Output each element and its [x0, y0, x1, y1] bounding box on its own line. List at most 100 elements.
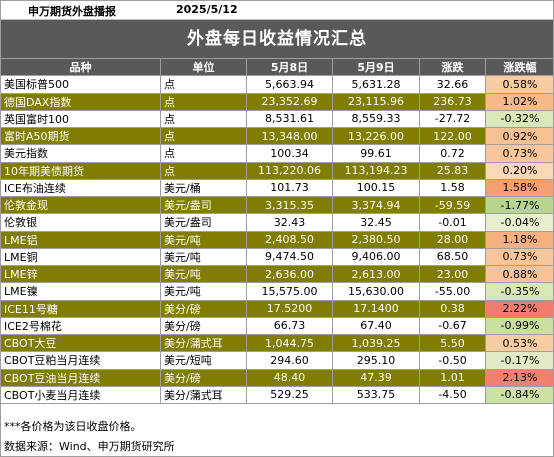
- change-pct-cell: 0.73%: [485, 144, 554, 163]
- may8-close-cell: 2,636.00: [246, 264, 333, 284]
- unit-cell: 美元/吨: [160, 264, 247, 284]
- may9-close-cell: 100.15: [332, 178, 420, 198]
- product-name-cell: 10年期美债期货: [0, 161, 161, 180]
- change-pct-cell: 1.58%: [485, 178, 554, 198]
- product-name-cell: ICE11号糖: [0, 299, 161, 318]
- may8-close-cell: 9,474.50: [246, 247, 333, 267]
- table-row: LME铜 美元/吨 9,474.50 9,406.00 68.50 0.73%: [0, 247, 554, 267]
- column-header-may9: 5月9日: [332, 57, 420, 77]
- change-pct-cell: 2.13%: [485, 368, 554, 387]
- change-pct-cell: 1.02%: [485, 92, 554, 111]
- change-cell: 0.72: [419, 144, 486, 163]
- product-name-cell: 富时A50期货: [0, 126, 161, 146]
- table-header-row: 品种 单位 5月8日 5月9日 涨跌 涨跌幅: [0, 57, 554, 77]
- may8-close-cell: 3,315.35: [246, 195, 333, 215]
- product-name-cell: LME铝: [0, 230, 161, 249]
- change-pct-cell: -0.04%: [485, 213, 554, 232]
- table-row: 美元指数点 100.34 99.61 0.72 0.73%: [0, 144, 554, 163]
- product-name-cell: LME铜: [0, 247, 161, 267]
- table-row: 美国标普500 点 5,663.94 5,631.28 32.66 0.58%: [0, 75, 554, 94]
- change-cell: 28.00: [419, 230, 486, 249]
- unit-cell: 点: [160, 92, 247, 111]
- table-row: 德国DAX指数点 23,352.69 23,115.96 236.73 1.02%: [0, 92, 554, 111]
- change-cell: -0.50: [419, 351, 486, 370]
- org-name: 申万期货外盘播报: [28, 5, 116, 18]
- unit-cell: 美元/桶: [160, 178, 247, 198]
- unit-cell: 点: [160, 75, 247, 94]
- change-pct-cell: -0.84%: [485, 385, 554, 405]
- may9-close-cell: 2,613.00: [332, 264, 420, 284]
- may9-close-cell: 99.61: [332, 144, 420, 163]
- may9-close-cell: 1,039.25: [332, 333, 420, 353]
- may9-close-cell: 533.75: [332, 385, 420, 405]
- may9-close-cell: 295.10: [332, 351, 420, 370]
- change-cell: 23.00: [419, 264, 486, 284]
- change-pct-cell: -0.35%: [485, 282, 554, 301]
- product-name-cell: 伦敦金现: [0, 195, 161, 215]
- product-name-cell: 英国富时100: [0, 109, 161, 129]
- may8-close-cell: 32.43: [246, 213, 333, 232]
- table-row: 伦敦金现 美元/盎司 3,315.35 3,374.94 -59.59 -1.77%: [0, 195, 554, 215]
- report-header: 申万期货外盘播报 2025/5/12: [0, 0, 554, 20]
- unit-cell: 点: [160, 161, 247, 180]
- unit-cell: 美分/蒲式耳: [160, 333, 247, 353]
- product-name-cell: ICE布油连续: [0, 178, 161, 198]
- change-cell: 122.00: [419, 126, 486, 146]
- may8-close-cell: 113,220.06: [246, 161, 333, 180]
- may9-close-cell: 2,380.50: [332, 230, 420, 249]
- table-row: LME锌 美元/吨 2,636.00 2,613.00 23.00 0.88%: [0, 264, 554, 284]
- may8-close-cell: 2,408.50: [246, 230, 333, 249]
- table-row: ICE11号糖 美分/磅 17.5200 17.1400 0.38 2.22%: [0, 299, 554, 318]
- table-row: 英国富时100 点 8,531.61 8,559.33 -27.72 -0.32%: [0, 109, 554, 129]
- report-date: 2025/5/12: [176, 3, 238, 16]
- change-cell: -0.67: [419, 316, 486, 336]
- change-pct-cell: 0.53%: [485, 333, 554, 353]
- change-pct-cell: 0.92%: [485, 126, 554, 146]
- unit-cell: 美元/盎司: [160, 195, 247, 215]
- unit-cell: 美分/磅: [160, 299, 247, 318]
- may8-close-cell: 529.25: [246, 385, 333, 405]
- may9-close-cell: 9,406.00: [332, 247, 420, 267]
- table-row: LME镍 美元/吨 15,575.00 15,630.00 -55.00 -0.35%: [0, 282, 554, 301]
- may8-close-cell: 48.40: [246, 368, 333, 387]
- may9-close-cell: 113,194.23: [332, 161, 420, 180]
- may9-close-cell: 13,226.00: [332, 126, 420, 146]
- may8-close-cell: 8,531.61: [246, 109, 333, 129]
- change-cell: 32.66: [419, 75, 486, 94]
- may9-close-cell: 5,631.28: [332, 75, 420, 94]
- product-name-cell: CBOT大豆: [0, 333, 161, 353]
- may8-close-cell: 101.73: [246, 178, 333, 198]
- change-pct-cell: 0.20%: [485, 161, 554, 180]
- table-row: CBOT豆油当月连续 美分/磅 48.40 47.39 1.01 2.13%: [0, 368, 554, 387]
- may8-close-cell: 13,348.00: [246, 126, 333, 146]
- unit-cell: 点: [160, 109, 247, 129]
- product-name-cell: 伦敦银: [0, 213, 161, 232]
- data-source: 数据来源：Wind、申万期货研究所: [4, 440, 175, 453]
- column-header-change: 涨跌: [419, 57, 486, 77]
- returns-table: 品种 单位 5月8日 5月9日 涨跌 涨跌幅 美国标普500 点 5,663.94 5…: [0, 57, 554, 405]
- may9-close-cell: 15,630.00: [332, 282, 420, 301]
- unit-cell: 美分/磅: [160, 316, 247, 336]
- unit-cell: 美元/吨: [160, 282, 247, 301]
- may8-close-cell: 23,352.69: [246, 92, 333, 111]
- product-name-cell: CBOT豆粕当月连续: [0, 351, 161, 370]
- change-pct-cell: -1.77%: [485, 195, 554, 215]
- change-cell: -4.50: [419, 385, 486, 405]
- column-header-may8: 5月8日: [246, 57, 333, 77]
- may9-close-cell: 3,374.94: [332, 195, 420, 215]
- may8-close-cell: 15,575.00: [246, 282, 333, 301]
- unit-cell: 美分/磅: [160, 368, 247, 387]
- change-pct-cell: -0.99%: [485, 316, 554, 336]
- product-name-cell: CBOT豆油当月连续: [0, 368, 161, 387]
- product-name-cell: 美国标普500: [0, 75, 161, 94]
- change-pct-cell: -0.17%: [485, 351, 554, 370]
- may8-close-cell: 17.5200: [246, 299, 333, 318]
- may9-close-cell: 67.40: [332, 316, 420, 336]
- unit-cell: 美分/蒲式耳: [160, 385, 247, 405]
- may9-close-cell: 23,115.96: [332, 92, 420, 111]
- change-cell: 1.58: [419, 178, 486, 198]
- table-body: 美国标普500 点 5,663.94 5,631.28 32.66 0.58% 德国DAX指…: [0, 75, 554, 405]
- change-pct-cell: 0.88%: [485, 264, 554, 284]
- change-cell: -59.59: [419, 195, 486, 215]
